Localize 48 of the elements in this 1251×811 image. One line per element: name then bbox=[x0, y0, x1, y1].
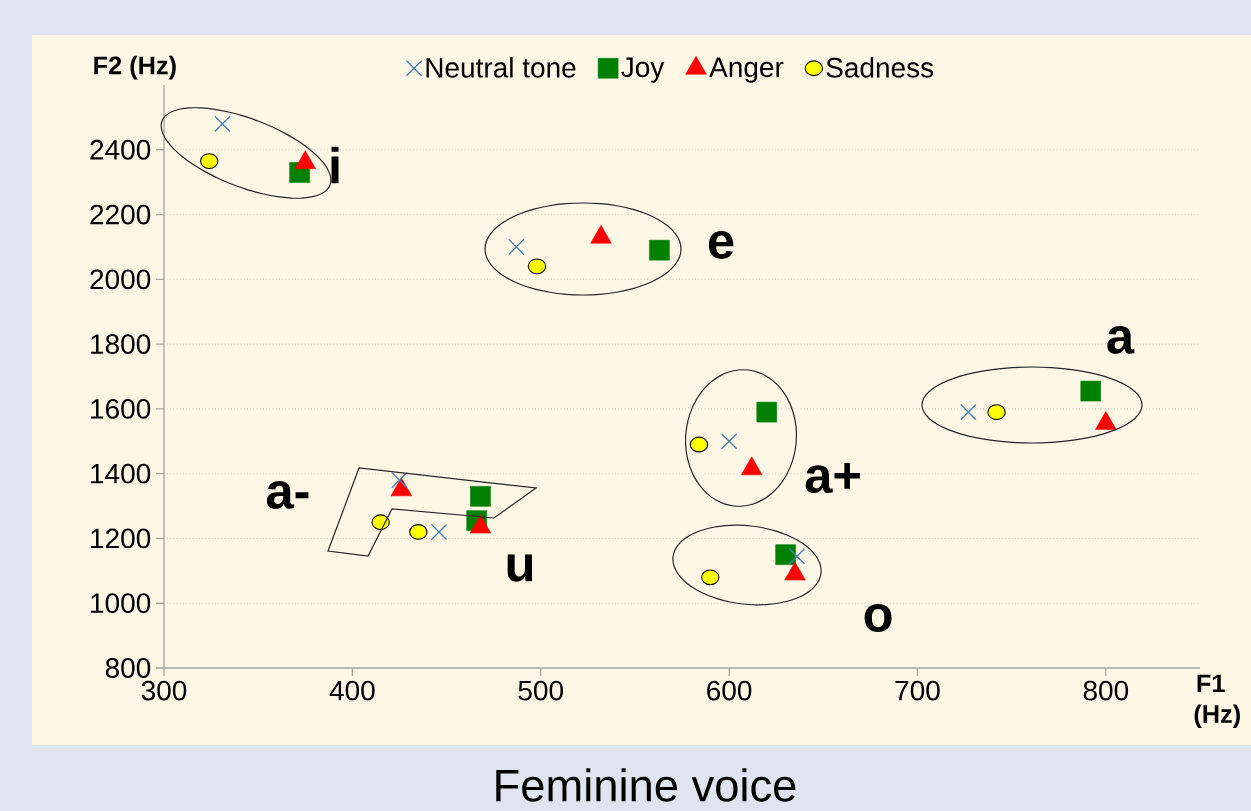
annotation: u bbox=[507, 554, 533, 582]
annotation: i bbox=[331, 146, 339, 184]
point bbox=[788, 548, 806, 565]
point bbox=[430, 523, 448, 541]
y-tick-label: 800 bbox=[105, 658, 151, 678]
x-tick-label: 400 bbox=[329, 680, 375, 701]
point bbox=[409, 524, 428, 540]
point bbox=[214, 115, 231, 133]
legend-label: Sadness bbox=[826, 57, 934, 78]
x-tick-label: 800 bbox=[1083, 680, 1129, 701]
point bbox=[987, 404, 1006, 421]
x-tick-label: 300 bbox=[141, 680, 187, 701]
y-tick-label: 2400 bbox=[90, 139, 151, 160]
annotation: e bbox=[708, 231, 734, 259]
y-tick-label: 1400 bbox=[91, 463, 151, 484]
point bbox=[649, 239, 670, 261]
x-axis-title: F1 (Hz) bbox=[1194, 674, 1240, 728]
y-axis-title: F2 (Hz) bbox=[94, 55, 176, 80]
point bbox=[200, 153, 219, 170]
point bbox=[756, 401, 778, 423]
point bbox=[701, 569, 720, 586]
x-tick-label: 600 bbox=[707, 680, 752, 701]
point bbox=[689, 436, 709, 453]
y-tick-label: 1200 bbox=[91, 528, 151, 549]
point bbox=[960, 403, 977, 421]
text: Feminine voice bbox=[496, 768, 796, 802]
annotation: a bbox=[1107, 326, 1135, 354]
annotation: o bbox=[864, 604, 892, 632]
y-tick-label: 1600 bbox=[91, 398, 151, 419]
x-tick-label: 700 bbox=[895, 680, 940, 701]
annotation: a- bbox=[266, 481, 309, 509]
point bbox=[508, 238, 525, 256]
legend-label: Anger bbox=[709, 57, 784, 83]
legend-label: Neutral tone bbox=[426, 57, 576, 78]
y-tick-label: 2200 bbox=[90, 204, 151, 225]
point bbox=[1080, 380, 1102, 402]
y-tick-label: 2000 bbox=[90, 269, 151, 290]
legend-label: Joy bbox=[621, 57, 665, 83]
point bbox=[720, 433, 738, 450]
point bbox=[391, 471, 408, 489]
annotation: a+ bbox=[805, 462, 860, 494]
y-tick-label: 1800 bbox=[91, 334, 151, 355]
y-tick-label: 1000 bbox=[91, 593, 151, 614]
point bbox=[527, 258, 547, 275]
point bbox=[371, 514, 390, 531]
point bbox=[470, 486, 491, 507]
x-tick-label: 500 bbox=[518, 680, 563, 701]
point bbox=[775, 544, 796, 565]
